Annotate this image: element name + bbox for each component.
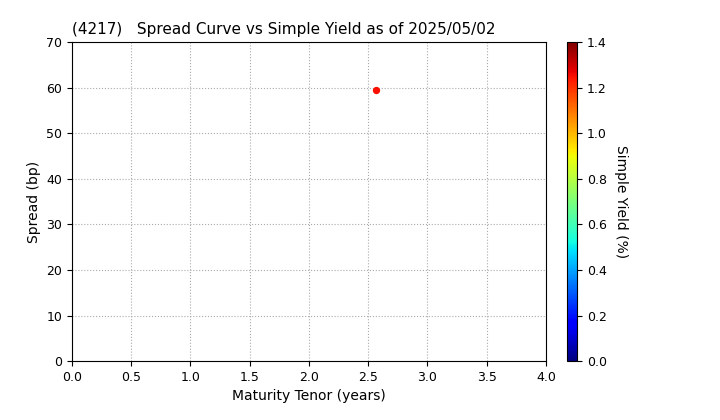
X-axis label: Maturity Tenor (years): Maturity Tenor (years) — [232, 389, 386, 404]
Y-axis label: Simple Yield (%): Simple Yield (%) — [613, 145, 628, 258]
Text: (4217)   Spread Curve vs Simple Yield as of 2025/05/02: (4217) Spread Curve vs Simple Yield as o… — [72, 22, 495, 37]
Point — [371, 87, 382, 93]
Y-axis label: Spread (bp): Spread (bp) — [27, 160, 41, 243]
